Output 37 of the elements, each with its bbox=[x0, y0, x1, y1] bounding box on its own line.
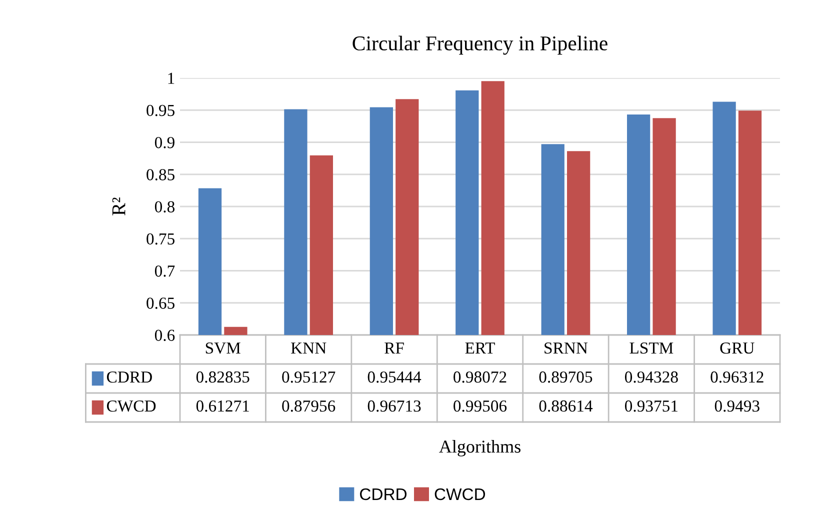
y-tick-label: 0.8 bbox=[154, 201, 175, 213]
data-label: 0.88614 bbox=[539, 400, 593, 412]
data-label: 0.95127 bbox=[282, 371, 336, 383]
y-tick-label: 1 bbox=[168, 72, 174, 84]
data-label: 0.95444 bbox=[368, 371, 422, 383]
chart-title: Circular Frequency in Pipeline bbox=[352, 36, 608, 55]
y-tick-label: 0.75 bbox=[146, 233, 174, 245]
data-label: 0.96713 bbox=[368, 400, 421, 412]
x-tick-label: ERT bbox=[465, 342, 495, 354]
data-label: 0.9493 bbox=[714, 400, 760, 412]
data-label: 0.89705 bbox=[539, 371, 592, 383]
data-label: 0.96312 bbox=[710, 371, 764, 383]
text: CDRD bbox=[360, 488, 407, 500]
y-tick-label: 0.65 bbox=[146, 298, 174, 309]
data-label: 0.93751 bbox=[624, 400, 678, 412]
data-label: 0.61271 bbox=[196, 400, 249, 412]
y-tick-label: 0.9 bbox=[154, 136, 174, 148]
legend-label: CDRD bbox=[106, 371, 152, 383]
data-label: 0.94328 bbox=[624, 371, 678, 383]
y-tick-label: 0.6 bbox=[154, 330, 175, 342]
x-tick-label: GRU bbox=[720, 342, 754, 354]
x-tick-label: LSTM bbox=[630, 342, 674, 354]
x-tick-label: SVM bbox=[206, 342, 240, 354]
x-tick-label: KNN bbox=[290, 342, 326, 354]
data-label: 0.99506 bbox=[454, 400, 507, 412]
data-label: 0.82835 bbox=[196, 371, 250, 383]
y-tick-label: 0.7 bbox=[154, 265, 175, 277]
y-axis-title: R² bbox=[112, 198, 126, 216]
x-axis-title: Algorithms bbox=[439, 440, 520, 456]
y-tick-label: 0.95 bbox=[146, 104, 174, 116]
data-label: 0.87956 bbox=[282, 400, 336, 412]
x-tick-label: SRNN bbox=[544, 342, 588, 354]
data-label: 0.98072 bbox=[454, 371, 506, 383]
legend-label: CWCD bbox=[106, 400, 156, 412]
y-tick-label: 0.85 bbox=[146, 169, 174, 180]
text: CWCD bbox=[434, 488, 486, 500]
x-tick-label: RF bbox=[384, 342, 404, 354]
